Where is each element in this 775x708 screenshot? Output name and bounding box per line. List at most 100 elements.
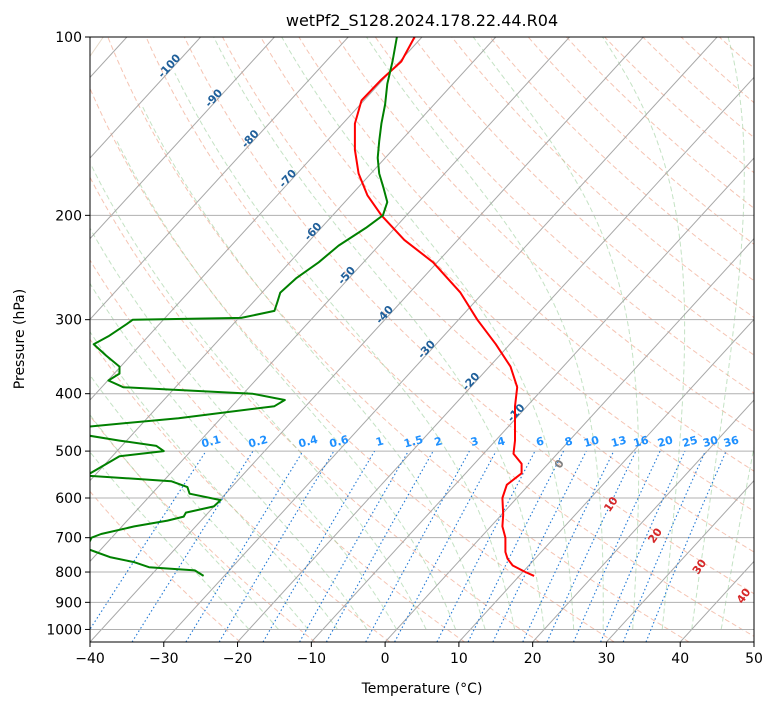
moist-adiabat-line	[472, 37, 640, 630]
isotherm-line	[90, 37, 497, 482]
mixing-ratio-label: 25	[681, 433, 699, 450]
mixing-ratio-label: 1.5	[402, 433, 424, 451]
moist-adiabat-line	[281, 37, 575, 630]
mixing-ratio-label: 10	[582, 433, 600, 450]
dry-adiabat-line	[107, 37, 690, 642]
y-tick-label: 400	[55, 387, 82, 403]
isotherm-line	[384, 237, 754, 642]
dry-adiabat-line	[90, 338, 391, 642]
dry-adiabat-line	[222, 37, 754, 553]
plot-frame	[89, 36, 755, 643]
isotherm-line	[90, 37, 202, 159]
isotherm-line	[237, 76, 754, 642]
mixing-ratio-line	[600, 450, 686, 642]
moist-adiabat-line	[174, 72, 516, 630]
mixing-ratio-line	[90, 450, 207, 631]
y-tick-label: 1000	[46, 622, 82, 638]
x-tick-label: −40	[75, 651, 105, 667]
y-axis: 100 200 300 400 500 600 700 800 900 1000	[46, 30, 90, 638]
dry-adiabat-line	[260, 37, 754, 512]
mixing-ratio-label: 36	[722, 433, 740, 450]
mixing-ratio-line	[365, 450, 470, 642]
mixing-ratio-line	[645, 450, 727, 642]
moist-adiabat-line	[720, 444, 754, 630]
temperature-profile	[353, 37, 535, 577]
mixing-ratio-line	[572, 450, 661, 642]
x-axis: −40 −30 −20 −10 0 10 20 30 40 50	[75, 642, 763, 667]
mixing-ratio-line	[131, 450, 254, 642]
x-tick-label: 40	[671, 651, 689, 667]
dry-adiabat-line	[298, 37, 754, 472]
moist-adiabat-line	[602, 37, 686, 630]
moist-adiabat-line	[91, 165, 427, 630]
chart-title: wetPf2_S128.2024.178.22.44.R04	[286, 11, 558, 31]
mixing-ratio-label: 1	[374, 434, 385, 449]
mixing-ratio-line	[492, 450, 587, 642]
mixing-ratio-label: 4	[496, 434, 507, 449]
moist-adiabat-line	[116, 141, 457, 630]
x-tick-label: −10	[297, 651, 327, 667]
moist-adiabat-line	[366, 37, 604, 630]
moist-adiabat-line	[90, 374, 309, 630]
isotherm-line	[90, 37, 644, 642]
y-tick-label: 100	[55, 30, 82, 46]
x-tick-label: 10	[450, 651, 468, 667]
y-tick-label: 800	[55, 565, 82, 581]
mixing-ratio-label: 0.2	[247, 433, 269, 451]
x-tick-label: −20	[223, 651, 253, 667]
mixing-ratio-label: 16	[632, 433, 650, 450]
moist-adiabat-line	[141, 104, 486, 630]
isotherm-line	[90, 37, 423, 401]
isotherm-line	[606, 479, 754, 642]
moist-adiabat-line	[213, 37, 545, 630]
y-tick-label: 300	[55, 313, 82, 329]
x-tick-label: −30	[149, 651, 179, 667]
x-tick-label: 0	[381, 651, 390, 667]
mixing-ratio-line	[467, 450, 565, 642]
dewpoint-profile	[90, 37, 398, 577]
mixing-ratio-label: 0.1	[200, 433, 222, 451]
dry-adiabat-line	[90, 87, 615, 642]
moist-adiabat-line	[691, 37, 745, 630]
y-tick-label: 900	[55, 595, 82, 611]
mixing-ratio-line	[185, 450, 304, 642]
mixing-ratio-label: 20	[656, 433, 674, 450]
dry-adiabat-line	[336, 37, 754, 433]
isotherm-line	[90, 37, 570, 563]
isotherm-line	[310, 157, 754, 642]
isotherm-line	[90, 37, 349, 321]
mixing-ratio-label: 3	[469, 434, 480, 449]
mixing-ratio-label: 2	[433, 434, 444, 449]
mixing-ratio-line	[622, 450, 706, 642]
y-axis-label: Pressure (hPa)	[12, 289, 28, 389]
moist-adiabat-line	[90, 451, 250, 630]
sounding-profiles	[90, 37, 535, 577]
y-tick-label: 600	[55, 491, 82, 507]
mixing-ratio-line	[394, 450, 497, 642]
y-tick-label: 500	[55, 444, 82, 460]
x-axis-label: Temperature (°C)	[361, 681, 483, 697]
mixing-ratio-label: 0.6	[328, 433, 351, 451]
isotherm-line	[163, 37, 718, 642]
isotherm-line	[90, 37, 275, 240]
mixing-ratio-line	[325, 450, 434, 642]
moist-adiabat-line	[90, 227, 398, 630]
x-tick-label: 50	[745, 651, 763, 667]
dry-adiabat-line	[90, 259, 465, 642]
isotherm-line	[532, 399, 754, 642]
x-tick-label: 20	[524, 651, 542, 667]
mixing-ratio-label: 30	[701, 433, 719, 450]
x-tick-label: 30	[598, 651, 616, 667]
isotherm-line	[458, 318, 754, 642]
dry-adiabat-line	[90, 176, 540, 642]
background-lines	[90, 37, 754, 642]
dry-adiabat-line	[451, 37, 754, 319]
y-tick-label: 700	[55, 531, 82, 547]
mixing-ratio-label: 13	[610, 433, 628, 450]
mixing-ratio-label: 0.4	[297, 433, 320, 451]
mixing-ratio-label: 6	[535, 434, 546, 449]
moist-adiabat-line	[90, 282, 368, 630]
mixing-ratio-label: 8	[563, 434, 574, 449]
y-tick-label: 200	[55, 208, 82, 224]
